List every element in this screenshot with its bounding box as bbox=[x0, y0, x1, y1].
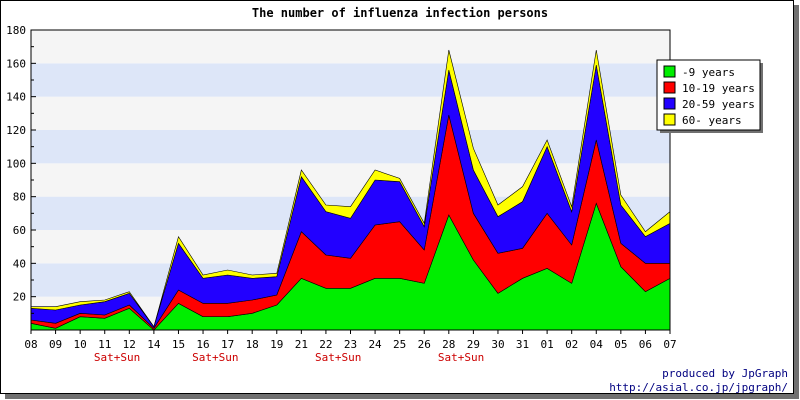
y-tick-label: 60 bbox=[13, 224, 26, 237]
x-tick-label: 21 bbox=[295, 338, 308, 351]
y-tick-label: 40 bbox=[13, 257, 26, 270]
weekend-labels: Sat+Sun Sat+Sun Sat+Sun Sat+Sun bbox=[94, 351, 484, 364]
x-axis: 08 09 10 11 12 14 15 16 17 18 19 21 22 23 24 25 26 28 29 30… bbox=[24, 330, 677, 351]
legend-label: -9 years bbox=[682, 66, 735, 79]
x-tick-label: 10 bbox=[74, 338, 87, 351]
x-tick-label: 28 bbox=[442, 338, 455, 351]
x-tick-label: 25 bbox=[393, 338, 406, 351]
x-tick-label: 06 bbox=[639, 338, 652, 351]
x-tick-label: 24 bbox=[368, 338, 382, 351]
x-tick-label: 02 bbox=[565, 338, 578, 351]
x-tick-label: 22 bbox=[319, 338, 332, 351]
weekend-label: Sat+Sun bbox=[192, 351, 238, 364]
grid-band bbox=[31, 96, 670, 130]
y-tick-label: 140 bbox=[6, 91, 26, 104]
weekend-label: Sat+Sun bbox=[315, 351, 361, 364]
x-tick-label: 08 bbox=[24, 338, 37, 351]
legend-label: 20-59 years bbox=[682, 98, 755, 111]
x-tick-label: 15 bbox=[172, 338, 185, 351]
grid-band bbox=[31, 63, 670, 97]
x-tick-label: 01 bbox=[540, 338, 553, 351]
credit-link[interactable]: http://asial.co.jp/jpgraph/ bbox=[609, 381, 788, 394]
legend-swatch bbox=[663, 113, 676, 126]
x-tick-label: 14 bbox=[147, 338, 161, 351]
legend: -9 years 10-19 years 20-59 years 60- years bbox=[656, 59, 763, 133]
legend-label: 10-19 years bbox=[682, 82, 755, 95]
weekend-label: Sat+Sun bbox=[94, 351, 140, 364]
x-tick-label: 23 bbox=[344, 338, 357, 351]
x-tick-label: 05 bbox=[614, 338, 627, 351]
x-tick-label: 09 bbox=[49, 338, 62, 351]
y-tick-label: 120 bbox=[6, 124, 26, 137]
y-tick-label: 100 bbox=[6, 157, 26, 170]
x-tick-label: 11 bbox=[98, 338, 111, 351]
legend-swatch bbox=[663, 65, 676, 78]
legend-swatch bbox=[663, 97, 676, 110]
grid-band bbox=[31, 130, 670, 164]
credit-producer: produced by JpGraph bbox=[662, 367, 788, 380]
legend-swatch bbox=[663, 81, 676, 94]
y-tick-label: 180 bbox=[6, 24, 26, 37]
x-tick-label: 30 bbox=[491, 338, 504, 351]
x-tick-label: 29 bbox=[467, 338, 480, 351]
grid-band bbox=[31, 30, 670, 64]
x-tick-label: 12 bbox=[123, 338, 136, 351]
y-tick-label: 80 bbox=[13, 191, 26, 204]
chart-title: The number of influenza infection person… bbox=[252, 6, 548, 20]
x-tick-label: 31 bbox=[516, 338, 529, 351]
weekend-label: Sat+Sun bbox=[438, 351, 484, 364]
x-tick-label: 04 bbox=[590, 338, 604, 351]
legend-label: 60- years bbox=[682, 114, 742, 127]
y-axis: 20 40 60 80 100 120 140 160 180 bbox=[6, 24, 36, 331]
x-tick-label: 07 bbox=[663, 338, 676, 351]
x-tick-label: 18 bbox=[246, 338, 259, 351]
y-tick-label: 20 bbox=[13, 291, 26, 304]
x-tick-label: 26 bbox=[418, 338, 431, 351]
x-tick-label: 16 bbox=[196, 338, 209, 351]
y-tick-label: 160 bbox=[6, 57, 26, 70]
x-tick-label: 17 bbox=[221, 338, 234, 351]
x-tick-label: 19 bbox=[270, 338, 283, 351]
